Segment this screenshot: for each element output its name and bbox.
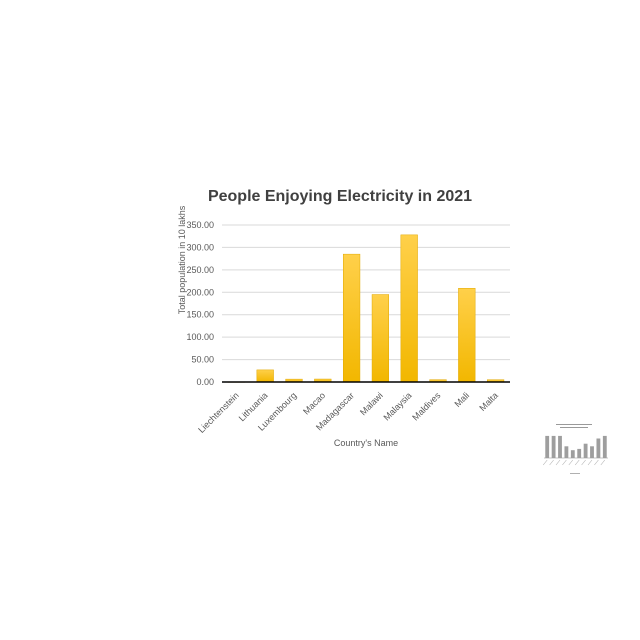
- y-axis-label: Total population in 10 lakhs: [177, 205, 187, 314]
- y-axis-ticks: 0.00 50.00 100.00 150.00 200.00 250.00 300.00 3…: [186, 220, 214, 387]
- thumbnail-chart-image: [536, 420, 612, 478]
- thumbnail-tick-mark: [587, 459, 593, 466]
- gridlines: [222, 224, 510, 361]
- x-tick-label: Macao: [301, 390, 327, 416]
- x-axis-label: Country's Name: [334, 438, 398, 448]
- bar-mali: [458, 287, 476, 383]
- thumbnail-tick-mark: [568, 459, 574, 466]
- thumbnail-tick-mark: [542, 459, 548, 466]
- thumbnail-bar: [583, 443, 588, 458]
- x-tick-label: Maldives: [410, 390, 443, 423]
- x-tick-label: Mali: [452, 390, 471, 409]
- chart-title: People Enjoying Electricity in 2021: [208, 188, 472, 205]
- thumbnail-tick-mark: [549, 459, 554, 466]
- thumbnail-bar: [602, 435, 607, 458]
- thumbnail-title-line: [556, 424, 592, 425]
- y-tick-label: 300.00: [186, 242, 214, 252]
- y-tick-label: 200.00: [186, 287, 214, 297]
- thumbnail-tick-mark: [581, 459, 586, 466]
- x-tick-label: Malta: [477, 390, 500, 413]
- thumbnail-bar: [577, 448, 582, 458]
- thumbnail-tick-mark: [555, 459, 561, 466]
- y-tick-label: 350.00: [186, 220, 214, 230]
- thumbnail-bar: [564, 446, 569, 458]
- thumbnail-bar: [596, 438, 601, 458]
- y-tick-label: 150.00: [186, 310, 214, 320]
- thumbnail-tick-mark: [562, 459, 567, 466]
- bar-malawi: [371, 294, 390, 383]
- thumbnail-bar: [558, 435, 562, 458]
- x-tick-label: Liechtenstein: [196, 390, 241, 435]
- x-tick-label: Malawi: [358, 390, 385, 417]
- y-tick-label: 250.00: [186, 265, 214, 275]
- thumbnail-title-line: [560, 427, 588, 428]
- thumbnail-tick-mark: [594, 459, 599, 466]
- bar-madagascar: [342, 253, 361, 383]
- thumbnail-tick-mark: [574, 459, 580, 466]
- bar-malaysia: [400, 234, 418, 383]
- thumbnail-bar: [570, 450, 575, 458]
- thumbnail-bar: [545, 435, 550, 458]
- bar-lithuania: [256, 369, 274, 383]
- y-tick-label: 100.00: [186, 332, 214, 342]
- thumbnail-bar: [590, 446, 594, 458]
- thumbnail-tick-mark: [600, 459, 606, 466]
- y-tick-label: 50.00: [191, 355, 214, 365]
- bars: [227, 234, 505, 383]
- thumbnail-axis-label-line: [570, 473, 580, 474]
- thumbnail-bar: [551, 435, 556, 458]
- y-tick-label: 0.00: [196, 377, 214, 387]
- x-tick-label: Malaysia: [381, 390, 413, 422]
